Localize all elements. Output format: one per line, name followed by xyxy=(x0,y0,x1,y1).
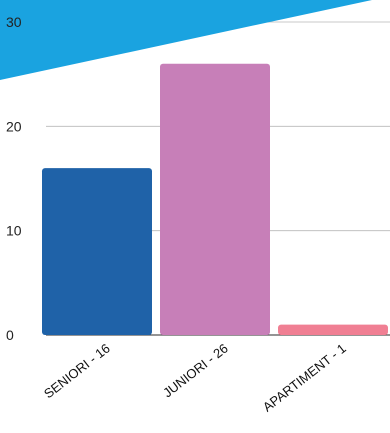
y-tick-label: 10 xyxy=(6,223,22,239)
x-tick-label: JUNIORI - 26 xyxy=(160,341,231,401)
x-axis: SENIORI - 16 JUNIORI - 26 APARTIMENT - 1 xyxy=(41,341,349,415)
bars xyxy=(42,63,388,335)
corner-banner xyxy=(0,0,372,80)
x-tick-label: APARTIMENT - 1 xyxy=(260,341,349,415)
y-axis: 0 10 20 30 xyxy=(6,14,22,343)
bar-3 xyxy=(278,324,388,335)
y-tick-label: 0 xyxy=(6,327,14,343)
y-tick-label: 30 xyxy=(6,14,22,30)
bar-2 xyxy=(160,63,270,335)
x-tick-label: SENIORI - 16 xyxy=(41,341,113,402)
bar-1 xyxy=(42,168,152,335)
y-tick-label: 20 xyxy=(6,118,22,134)
